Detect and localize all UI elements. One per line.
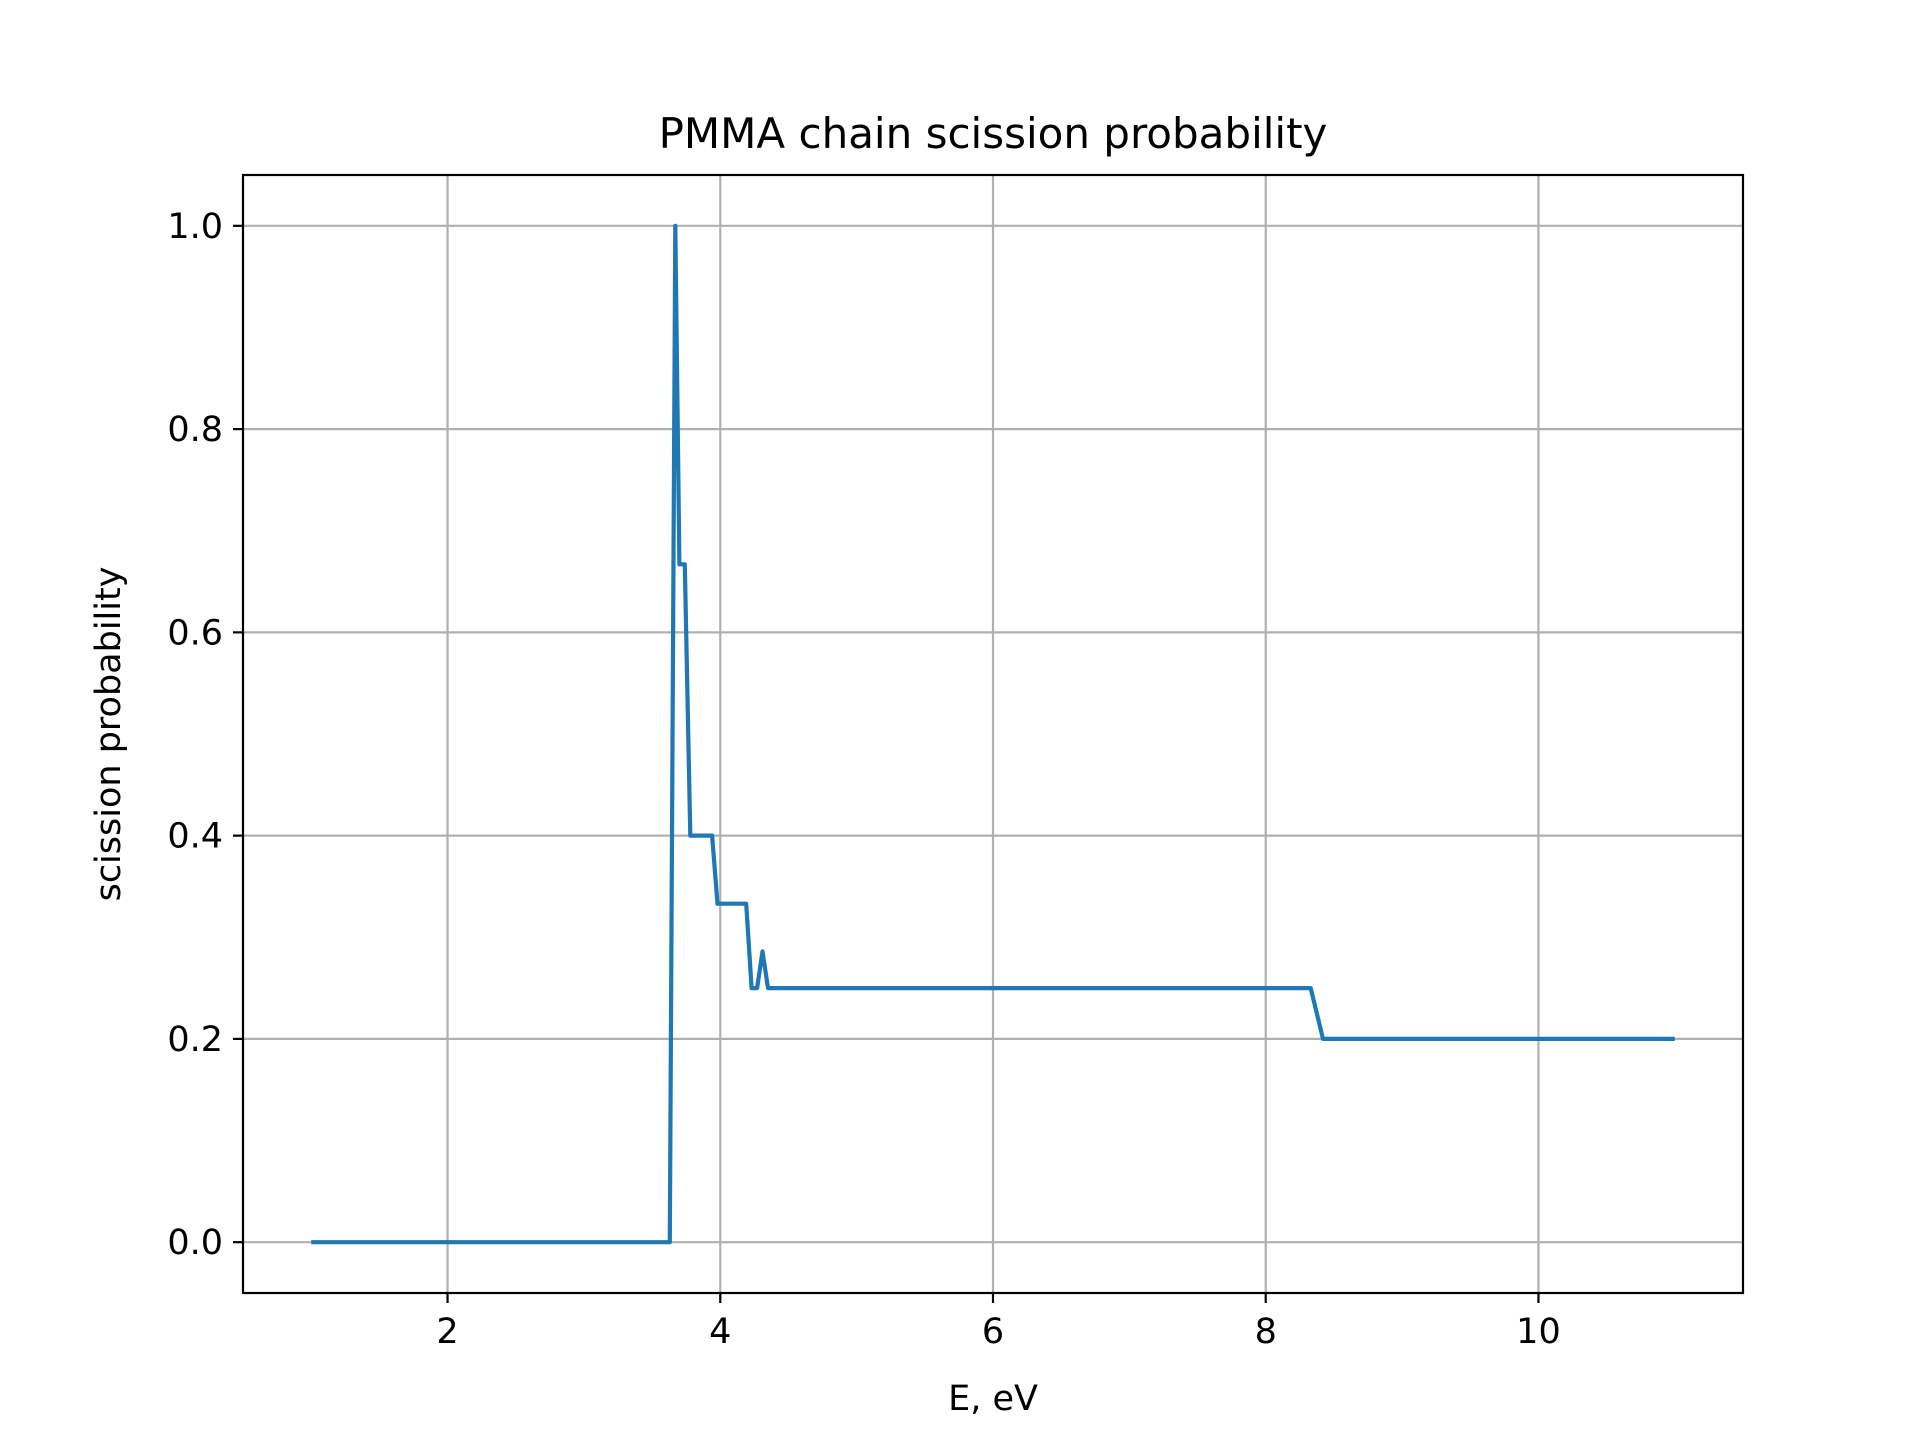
x-tick-label: 10 xyxy=(1516,1312,1561,1352)
x-tick-label: 2 xyxy=(436,1312,458,1352)
x-tick-label: 4 xyxy=(709,1312,731,1352)
x-axis-ticks: 2 4 6 8 10 xyxy=(436,1293,1561,1352)
y-tick-label: 0.6 xyxy=(167,613,223,653)
y-tick-label: 1.0 xyxy=(167,207,223,247)
y-axis-label: scission probability xyxy=(89,567,129,902)
series-layer xyxy=(311,223,1675,1245)
chart-title: PMMA chain scission probability xyxy=(659,109,1328,158)
x-axis-label: E, eV xyxy=(948,1379,1038,1419)
series-line xyxy=(311,223,1675,1245)
x-tick-label: 8 xyxy=(1255,1312,1277,1352)
x-tick-label: 6 xyxy=(982,1312,1004,1352)
y-axis-ticks: 0.0 0.2 0.4 0.6 0.8 1.0 xyxy=(167,207,243,1263)
y-tick-label: 0.4 xyxy=(167,817,223,857)
y-tick-label: 0.8 xyxy=(167,410,223,450)
y-tick-label: 0.2 xyxy=(167,1020,223,1060)
y-tick-label: 0.0 xyxy=(167,1223,223,1263)
